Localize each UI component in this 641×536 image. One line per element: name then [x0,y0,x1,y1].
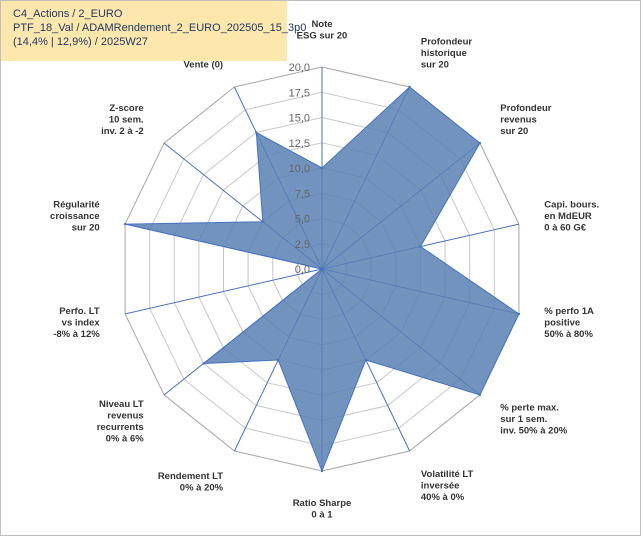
tick-label-7: 17,5 [289,87,310,99]
data-point-9 [277,358,280,362]
axis-label-11-line-1: Perfo. LT [59,306,100,317]
axis-label-9: Rendement LT 0% à 20% [158,471,224,494]
axis-label-3: Profondeur revenus sur 20 [500,103,551,137]
axis-label-11: Perfo. LT vs index -8% à 12% [53,306,100,340]
tick-label-4: 10,0 [289,163,310,175]
axis-label-13: Z-score 10 sem. inv. 2 à -2 [101,103,144,137]
axis-label-10-line-2: revenus [107,411,143,422]
axis-label-3-line-1: Profondeur [500,103,551,114]
axis-label-6: % perte max. sur 1 sem. inv. 50% à 20% [500,402,567,436]
chart-title-line-3: (14,4% | 12,9%) / 2025W27 [13,36,148,48]
axis-label-6-line-3: inv. 50% à 20% [500,425,567,436]
chart-title-box: C4_Actions / 2_EURO PTF_18_Val / ADAMRen… [1,1,307,61]
axis-label-1-line-2: ESG sur 20 [297,31,348,42]
axis-label-6-line-1: % perte max. [500,402,559,413]
axis-label-11-line-2: vs index [62,318,101,329]
axis-label-7-line-2: inversée [421,481,460,492]
axis-spoke-11 [124,268,323,315]
axis-label-5-line-3: 50% à 80% [544,329,593,340]
axis-label-5-line-2: positive [544,318,580,329]
data-point-8 [320,469,324,473]
axis-label-9-line-2: 0% à 20% [180,483,224,494]
axis-label-5-line-1: % perfo 1A [544,306,594,317]
axis-label-12-line-3: sur 20 [72,222,100,233]
axis-label-12: Régularité croissance sur 20 [50,199,100,233]
axis-label-5: % perfo 1A positive 50% à 80% [544,306,594,340]
axis-label-6-line-2: sur 1 sem. [500,414,547,425]
axis-label-2-line-3: sur 20 [421,59,449,70]
axis-label-3-line-3: sur 20 [500,126,528,137]
radar-series [123,85,521,473]
axis-label-4: Capi. bours. en MdEUR 0 à 60 G€ [544,199,599,233]
axis-label-2-line-2: historique [421,48,467,59]
axis-label-1-line-1: Note [311,19,332,30]
axis-label-12-line-2: croissance [50,211,100,222]
axis-label-13-line-1: Z-score [109,103,143,114]
axis-label-10-line-3: recurrents [97,422,144,433]
axis-label-4-line-1: Capi. bours. [544,199,599,210]
axis-label-12-line-1: Régularité [53,199,99,210]
tick-label-1: 2,5 [295,239,310,251]
tick-label-2: 5,0 [295,214,310,226]
data-point-5 [517,312,521,316]
tick-label-3: 7,5 [295,188,310,200]
axis-label-13-line-3: inv. 2 à -2 [101,126,144,137]
radar-tick-labels: 0,0 2,5 5,0 7,5 10,0 12,5 15,0 17,5 20,0 [289,62,310,276]
chart-title-line-1: C4_Actions / 2_EURO [13,8,123,20]
data-point-14 [255,131,258,134]
axis-label-10-line-4: 0% à 6% [106,434,145,445]
tick-label-8: 20,0 [289,62,310,74]
axis-label-2-line-1: Profondeur [421,36,472,47]
axis-label-7: Volatilité LT inversée 40% à 0% [421,469,474,503]
axis-label-1: Note ESG sur 20 [297,19,348,42]
axis-label-10: Niveau LT revenus recurrents 0% à 6% [97,399,145,445]
axis-label-4-line-2: en MdEUR [544,211,592,222]
axis-label-7-line-1: Volatilité LT [421,469,474,480]
tick-label-5: 12,5 [289,138,310,150]
data-point-6 [478,393,482,397]
axis-label-9-line-1: Rendement LT [158,471,223,482]
axis-label-4-line-3: 0 à 60 G€ [544,222,586,233]
axis-label-14-line-3: Vente (0) [183,59,223,70]
axis-label-13-line-2: 10 sem. [109,115,144,126]
tick-label-6: 15,0 [289,113,310,125]
axis-label-3-line-2: revenus [500,115,536,126]
data-point-1 [320,166,324,170]
axis-label-8-line-2: 0 à 1 [311,510,333,521]
data-point-11 [320,267,324,271]
data-point-10 [202,362,205,365]
tick-label-0: 0,0 [295,264,310,276]
data-point-2 [408,85,411,89]
axis-label-8: Ratio Sharpe 0 à 1 [293,498,352,521]
axis-label-8-line-1: Ratio Sharpe [293,498,352,509]
data-point-3 [478,141,482,145]
chart-title-line-2: PTF_18_Val / ADAMRendement_2_EURO_202505… [13,22,307,34]
axis-label-11-line-3: -8% à 12% [53,329,100,340]
data-point-13 [261,220,264,223]
axis-label-10-line-1: Niveau LT [99,399,144,410]
data-point-4 [419,245,422,248]
axis-label-2: Profondeur historique sur 20 [421,36,472,70]
axis-label-7-line-3: 40% à 0% [421,492,465,503]
data-point-7 [364,358,367,362]
data-point-12 [123,222,127,226]
